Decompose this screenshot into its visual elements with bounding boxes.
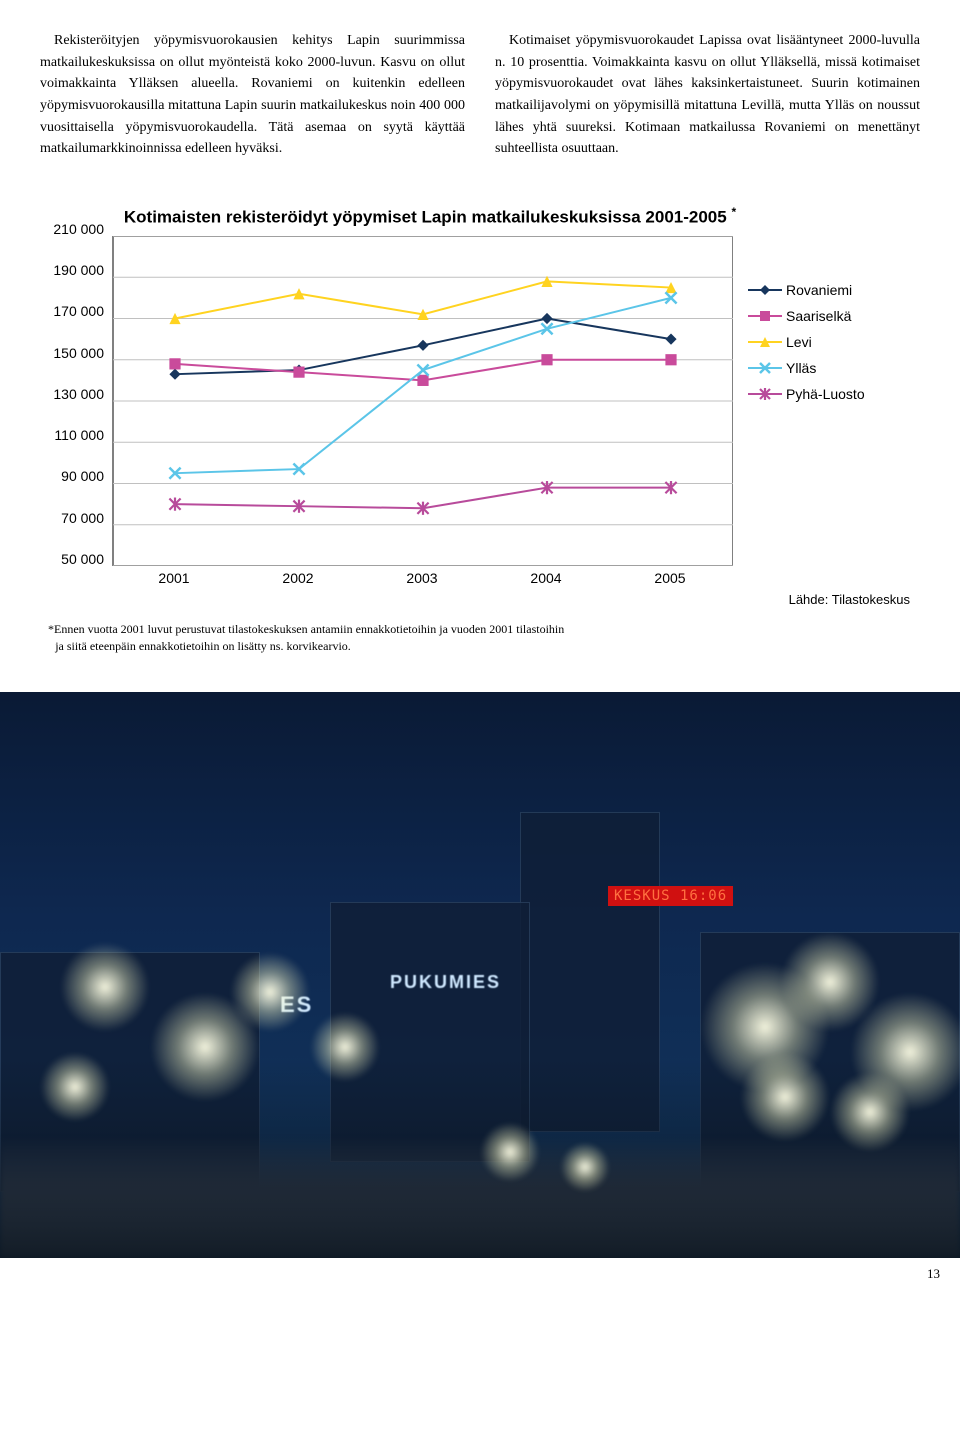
chart-x-axis: 20012002200320042005 — [112, 570, 732, 586]
chart-title-asterisk: * — [731, 205, 736, 219]
chart-title-text: Kotimaisten rekisteröidyt yöpymiset Lapi… — [124, 208, 727, 227]
legend-label: Rovaniemi — [786, 282, 852, 298]
chart-y-axis: 210 000190 000170 000150 000130 000110 0… — [40, 236, 112, 566]
chart-footnote: *Ennen vuotta 2001 luvut perustuvat tila… — [48, 621, 920, 655]
body-text-right: Kotimaiset yöpymisvuorokaudet Lapissa ov… — [495, 30, 920, 160]
photo-sign-pukumies: PUKUMIES — [390, 972, 501, 993]
legend-label: Ylläs — [786, 360, 816, 376]
legend-swatch — [748, 283, 782, 297]
legend-item: Rovaniemi — [748, 282, 865, 298]
x-tick-label: 2003 — [360, 570, 484, 586]
x-tick-label: 2004 — [484, 570, 608, 586]
legend-label: Levi — [786, 334, 812, 350]
legend-label: Pyhä-Luosto — [786, 386, 865, 402]
legend-swatch — [748, 387, 782, 401]
chart-title: Kotimaisten rekisteröidyt yöpymiset Lapi… — [100, 205, 760, 228]
legend-item: Pyhä-Luosto — [748, 386, 865, 402]
legend-item: Levi — [748, 334, 865, 350]
x-tick-label: 2002 — [236, 570, 360, 586]
footnote-line2: ja siitä eteenpäin ennakkotietoihin on l… — [48, 638, 920, 655]
legend-swatch — [748, 361, 782, 375]
chart-source: Lähde: Tilastokeskus — [40, 592, 910, 607]
legend-swatch — [748, 309, 782, 323]
page-number: 13 — [0, 1258, 960, 1296]
chart-plot-area — [112, 236, 732, 566]
chart-container: Kotimaisten rekisteröidyt yöpymiset Lapi… — [40, 205, 920, 607]
legend-item: Saariselkä — [748, 308, 865, 324]
photo-led-sign: KESKUS 16:06 — [608, 886, 733, 906]
x-tick-label: 2005 — [608, 570, 732, 586]
body-text-columns: Rekisteröityjen yöpymisvuorokausien kehi… — [40, 30, 920, 160]
footnote-line1: *Ennen vuotta 2001 luvut perustuvat tila… — [48, 621, 920, 638]
night-photo: KESKUS 16:06 PUKUMIES ES — [0, 692, 960, 1258]
legend-item: Ylläs — [748, 360, 865, 376]
chart-legend: Rovaniemi Saariselkä Levi Ylläs Pyhä-Luosto — [748, 282, 865, 412]
legend-label: Saariselkä — [786, 308, 851, 324]
body-text-left: Rekisteröityjen yöpymisvuorokausien kehi… — [40, 30, 465, 160]
legend-swatch — [748, 335, 782, 349]
x-tick-label: 2001 — [112, 570, 236, 586]
